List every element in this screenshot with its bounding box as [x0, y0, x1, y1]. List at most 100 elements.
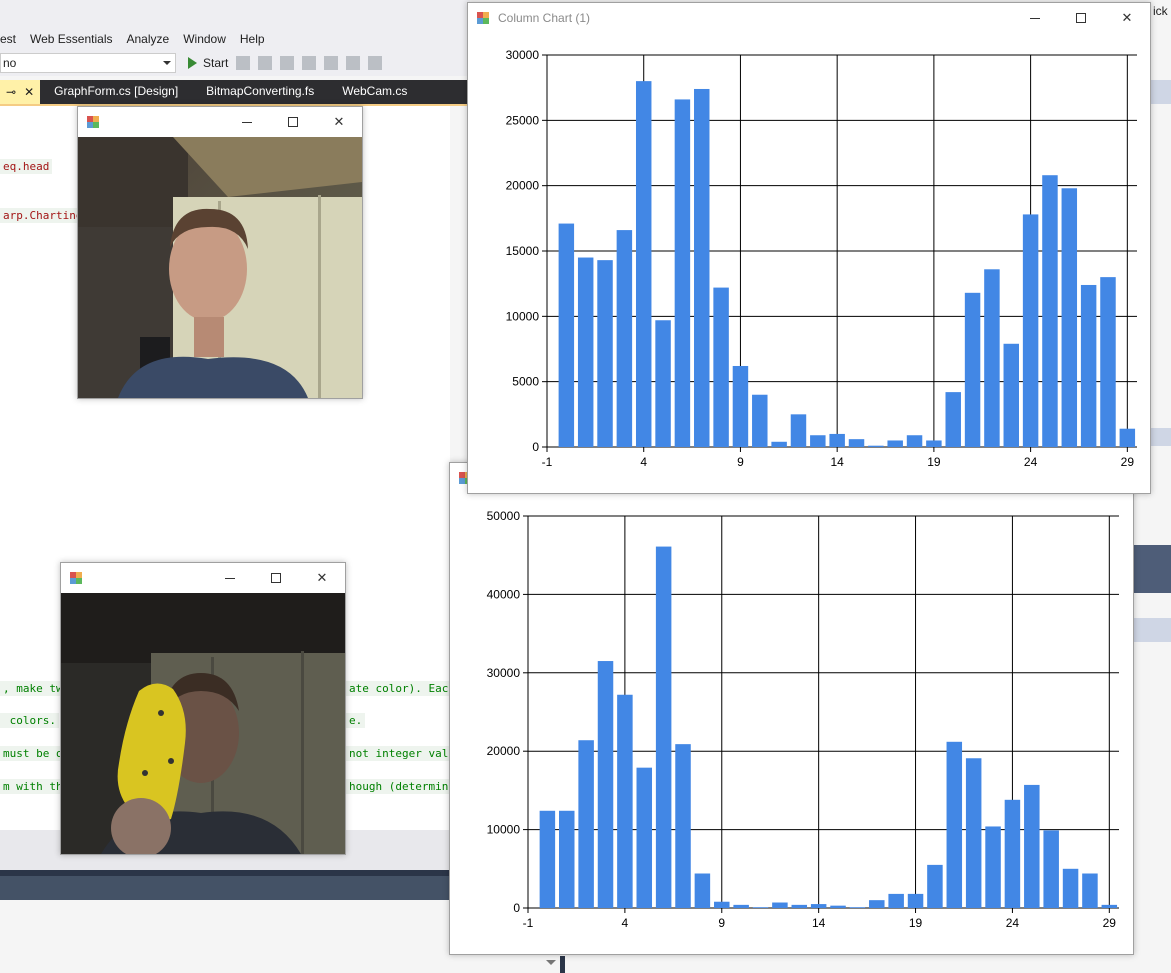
window-titlebar[interactable]: ✕ — [61, 563, 345, 593]
x-tick-label: 4 — [622, 916, 629, 930]
maximize-button[interactable] — [253, 563, 299, 593]
bar — [1003, 343, 1019, 447]
x-tick-label: 4 — [640, 455, 647, 469]
bar — [1062, 868, 1079, 908]
config-combo[interactable]: no — [0, 53, 176, 73]
bar — [1042, 175, 1058, 448]
bar — [945, 392, 961, 447]
close-icon: ✕ — [1121, 10, 1133, 25]
bar — [616, 230, 633, 447]
toolbar-icon[interactable] — [258, 56, 273, 70]
minimize-button[interactable] — [1012, 3, 1058, 33]
bar — [655, 320, 671, 447]
menu-analyze[interactable]: Analyze — [126, 32, 170, 46]
bar — [985, 826, 1001, 908]
toolbar-icon[interactable] — [280, 56, 295, 70]
close-icon: ✕ — [333, 114, 345, 129]
close-button[interactable]: ✕ — [316, 107, 362, 137]
toolbar-icon[interactable] — [324, 56, 339, 70]
play-icon — [188, 57, 197, 69]
tab-underline — [0, 104, 470, 106]
code-line: must be o — [0, 746, 66, 761]
bar — [830, 905, 846, 908]
bar — [597, 661, 614, 908]
bookmark-icon[interactable] — [346, 56, 361, 70]
toolbar-icon[interactable] — [302, 56, 317, 70]
bar — [597, 260, 613, 447]
webcam-window-1[interactable]: ✕ — [77, 106, 363, 399]
minimize-button[interactable] — [224, 107, 270, 137]
bar — [888, 893, 904, 908]
y-tick-label: 30000 — [506, 48, 540, 62]
bar — [675, 744, 691, 908]
window-titlebar[interactable]: ✕ — [78, 107, 362, 137]
close-icon: ✕ — [316, 570, 328, 585]
bar — [636, 767, 653, 908]
y-tick-label: 50000 — [487, 509, 521, 523]
pin-icon[interactable]: ⊸ — [6, 85, 17, 99]
bar — [733, 904, 749, 908]
config-combo-value: no — [3, 56, 17, 70]
tab-active[interactable]: ⊸ ✕ — [0, 80, 41, 104]
minimize-button[interactable] — [207, 563, 253, 593]
x-tick-label: 29 — [1121, 455, 1135, 469]
toolbar-icon[interactable] — [368, 56, 383, 70]
bar — [752, 907, 769, 908]
splitter[interactable] — [560, 956, 565, 973]
bar — [848, 439, 865, 447]
chart-window-2[interactable]: 0 10000 20000 30000 40000 50000 -1 4 9 14 19 24 29 — [449, 462, 1134, 955]
output-panel-header — [0, 870, 450, 900]
bar — [869, 900, 885, 908]
bar — [635, 81, 652, 447]
tab-webcam[interactable]: WebCam.cs — [342, 84, 408, 98]
bar — [714, 901, 730, 908]
maximize-icon — [271, 573, 281, 583]
right-panel — [1150, 0, 1171, 973]
maximize-button[interactable] — [1058, 3, 1104, 33]
maximize-icon — [288, 117, 298, 127]
bar — [1082, 873, 1098, 908]
code-line: e. — [346, 713, 366, 728]
webcam-image — [61, 593, 345, 854]
bar — [926, 440, 942, 447]
menu-web-essentials[interactable]: Web Essentials — [30, 32, 113, 46]
bar — [906, 435, 923, 447]
toolbar-icon[interactable] — [236, 56, 251, 70]
vs-menubar: est Web Essentials Analyze Window Help — [0, 28, 470, 50]
maximize-button[interactable] — [270, 107, 316, 137]
bar — [771, 441, 787, 447]
minimize-icon — [242, 121, 252, 123]
close-button[interactable]: ✕ — [1104, 3, 1150, 33]
document-tabs: ⊸ ✕ GraphForm.cs [Design] BitmapConverti… — [0, 80, 470, 104]
bar — [559, 810, 575, 908]
bar — [1004, 799, 1021, 908]
bar — [849, 907, 866, 908]
vs-toolbar: no Start — [0, 50, 470, 76]
close-button[interactable]: ✕ — [299, 563, 345, 593]
bar — [927, 864, 943, 908]
tab-graphform-design[interactable]: GraphForm.cs [Design] — [54, 84, 179, 98]
bar — [907, 893, 924, 908]
bar — [965, 758, 982, 908]
menu-test[interactable]: est — [0, 32, 17, 46]
menu-window[interactable]: Window — [183, 32, 226, 46]
menu-help[interactable]: Help — [239, 32, 265, 46]
window-titlebar[interactable]: Column Chart (1) ✕ — [468, 3, 1150, 33]
chart-window-1[interactable]: Column Chart (1) ✕ 0 5000 10000 15000 20000 2… — [467, 2, 1151, 494]
tab-bitmapconverting[interactable]: BitmapConverting.fs — [206, 84, 315, 98]
bar — [1100, 277, 1116, 447]
bar — [694, 88, 710, 447]
code-line: eq.head — [0, 159, 53, 174]
bar — [984, 269, 1000, 447]
bar — [829, 433, 845, 447]
x-tick-label: 24 — [1024, 455, 1038, 469]
x-tick-label: 14 — [830, 455, 844, 469]
x-tick-label: 24 — [1006, 916, 1020, 930]
y-tick-label: 40000 — [487, 587, 521, 601]
close-icon[interactable]: ✕ — [24, 85, 35, 99]
bar — [674, 99, 691, 447]
start-button[interactable]: Start — [188, 56, 228, 70]
webcam-window-2[interactable]: ✕ — [60, 562, 346, 855]
scroll-down-icon[interactable] — [546, 960, 556, 965]
bar — [964, 292, 981, 447]
